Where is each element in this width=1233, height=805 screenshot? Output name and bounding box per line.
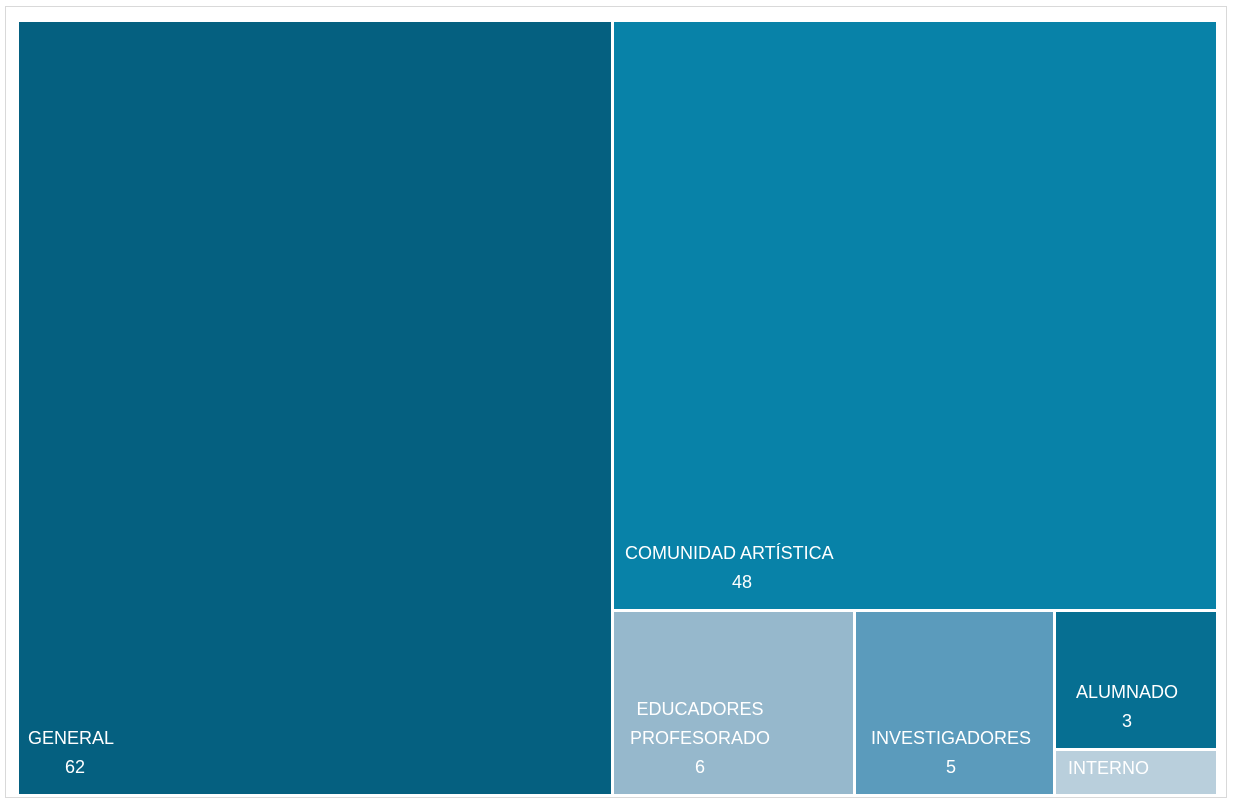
treemap-label-educadores-profesorado-line-2: PROFESORADO: [630, 728, 770, 748]
treemap-tile-investigadores: INVESTIGADORES 5: [856, 612, 1053, 794]
treemap-tile-interno: INTERNO: [1056, 751, 1216, 794]
treemap-value-general: 62: [65, 757, 85, 777]
treemap-label-investigadores: INVESTIGADORES: [871, 728, 1031, 748]
treemap-label-educadores-profesorado-line-1: EDUCADORES: [636, 699, 763, 719]
treemap-value-educadores-profesorado: 6: [695, 757, 705, 777]
treemap-rect-interno: [1056, 751, 1216, 794]
treemap-label-general: GENERAL: [28, 728, 114, 748]
treemap-tile-comunidad-artistica: COMUNIDAD ARTÍSTICA 48: [614, 22, 1216, 609]
treemap-value-alumnado: 3: [1122, 711, 1132, 731]
treemap-label-interno: INTERNO: [1068, 758, 1149, 778]
treemap-label-alumnado: ALUMNADO: [1076, 682, 1178, 702]
treemap-rect-investigadores: [856, 612, 1053, 794]
treemap-label-comunidad-artistica: COMUNIDAD ARTÍSTICA: [625, 543, 834, 563]
treemap-rect-comunidad-artistica: [614, 22, 1216, 609]
treemap-rect-general: [19, 22, 611, 794]
treemap-value-comunidad-artistica: 48: [732, 572, 752, 592]
treemap-tile-general: GENERAL 62: [19, 22, 611, 794]
treemap-tile-alumnado: ALUMNADO 3: [1056, 612, 1216, 748]
treemap-rect-educadores-profesorado: [614, 612, 853, 794]
treemap-value-investigadores: 5: [946, 757, 956, 777]
treemap-rect-alumnado: [1056, 612, 1216, 748]
treemap-tile-educadores-profesorado: EDUCADORES PROFESORADO 6: [614, 612, 853, 794]
